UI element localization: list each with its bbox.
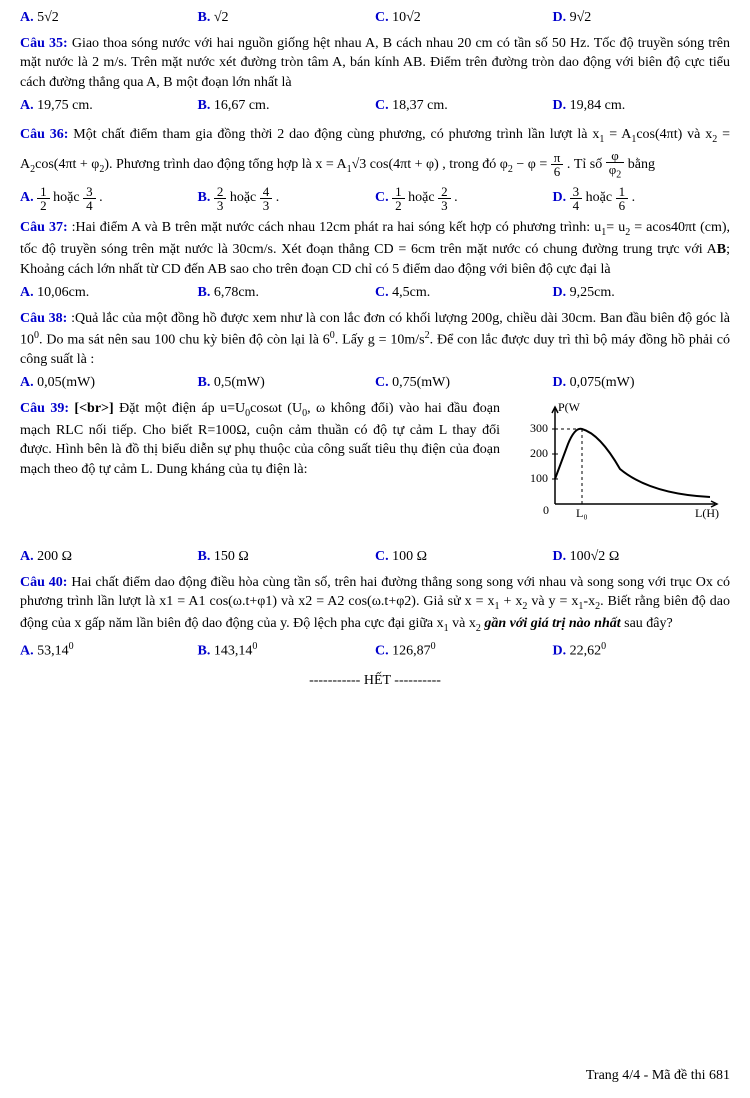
ytick-200: 200 xyxy=(530,446,548,460)
choice-label: D. xyxy=(553,549,570,564)
choice-c: C. 126,870 xyxy=(375,640,553,661)
q36-label: Câu 36: xyxy=(20,127,68,142)
choice-d: D. 19,84 cm. xyxy=(553,96,731,116)
choice-text: 16,67 cm. xyxy=(214,98,270,113)
choice-b: B. 16,67 cm. xyxy=(198,96,376,116)
q40-choices: A. 53,140 B. 143,140 C. 126,870 D. 22,62… xyxy=(20,640,730,661)
choice-label: B. xyxy=(198,643,214,658)
q38-text: Câu 38: :Quả lắc của một đồng hồ được xe… xyxy=(20,309,730,369)
q37-text: Câu 37: :Hai điểm A và B trên mặt nước c… xyxy=(20,218,730,279)
choice-text: 9√2 xyxy=(570,10,592,25)
choice-label: C. xyxy=(375,190,392,205)
choice-d: D. 0,075(mW) xyxy=(553,373,731,393)
choice-a: A. 53,140 xyxy=(20,640,198,661)
choice-a: A. 19,75 cm. xyxy=(20,96,198,116)
choice-label: D. xyxy=(553,285,570,300)
choice-a: A. 12 hoặc 34 . xyxy=(20,184,198,212)
q39-choices: A. 200 Ω B. 150 Ω C. 100 Ω D. 100√2 Ω xyxy=(20,547,730,567)
choice-label: B. xyxy=(198,98,214,113)
choice-c: C. 12 hoặc 23 . xyxy=(375,184,553,212)
choice-label: C. xyxy=(375,10,392,25)
choice-label: A. xyxy=(20,285,37,300)
q35-choices: A. 19,75 cm. B. 16,67 cm. C. 18,37 cm. D… xyxy=(20,96,730,116)
q39-wrap: Câu 39: [<br>] Đặt một điện áp u=U0cosωt… xyxy=(20,399,730,529)
q39-text: Câu 39: [<br>] Đặt một điện áp u=U0cosωt… xyxy=(20,399,500,529)
xtick-L0: L₀ xyxy=(576,506,588,520)
choice-d: D. 100√2 Ω xyxy=(553,547,731,567)
ylabel: P(W xyxy=(558,400,581,414)
choice-label: C. xyxy=(375,285,392,300)
choice-text: √2 xyxy=(214,10,229,25)
xlabel: L(H) xyxy=(695,506,719,520)
choice-b: B. 0,5(mW) xyxy=(198,373,376,393)
choice-label: D. xyxy=(553,643,570,658)
choice-label: B. xyxy=(198,375,214,390)
q35-body: Giao thoa sóng nước với hai nguồn giống … xyxy=(20,36,730,90)
choice-c: C. 0,75(mW) xyxy=(375,373,553,393)
q38-label: Câu 38: xyxy=(20,311,67,326)
choice-a: A. 200 Ω xyxy=(20,547,198,567)
frac: π6 xyxy=(551,151,564,178)
choice-b: B. 150 Ω xyxy=(198,547,376,567)
choice-label: A. xyxy=(20,190,37,205)
q36-choices: A. 12 hoặc 34 . B. 23 hoặc 43 . C. 12 ho… xyxy=(20,184,730,212)
choice-a: A. 10,06cm. xyxy=(20,283,198,303)
page-footer: Trang 4/4 - Mã đề thi 681 xyxy=(586,1066,730,1086)
q38-choices: A. 0,05(mW) B. 0,5(mW) C. 0,75(mW) D. 0,… xyxy=(20,373,730,393)
choice-d: D. 34 hoặc 16 . xyxy=(553,184,731,212)
choice-label: B. xyxy=(198,549,214,564)
choice-label: D. xyxy=(553,190,570,205)
choice-text: 19,84 cm. xyxy=(570,98,626,113)
q39-label: Câu 39: xyxy=(20,401,69,416)
choice-text: 18,37 cm. xyxy=(392,98,448,113)
q35-text: Câu 35: Giao thoa sóng nước với hai nguồ… xyxy=(20,34,730,93)
choice-d: D. 22,620 xyxy=(553,640,731,661)
choice-label: D. xyxy=(553,375,570,390)
choice-d: D. 9,25cm. xyxy=(553,283,731,303)
choice-text: 19,75 cm. xyxy=(37,98,93,113)
choice-label: C. xyxy=(375,549,392,564)
ytick-300: 300 xyxy=(530,421,548,435)
choice-c: C. 4,5cm. xyxy=(375,283,553,303)
choice-b: B. 143,140 xyxy=(198,640,376,661)
q40-text: Câu 40: Hai chất điểm dao động điều hòa … xyxy=(20,573,730,636)
power-chart-svg: 300 200 100 0 P(W L(H) L₀ xyxy=(510,399,730,529)
choice-label: D. xyxy=(553,98,570,113)
q40-label: Câu 40: xyxy=(20,575,67,590)
choice-c: C. 100 Ω xyxy=(375,547,553,567)
choice-text: 10√2 xyxy=(392,10,421,25)
frac: φφ2 xyxy=(606,149,625,181)
choice-d: D. 9√2 xyxy=(553,8,731,28)
end-marker: ----------- HẾT ---------- xyxy=(20,671,730,691)
q37-choices: A. 10,06cm. B. 6,78cm. C. 4,5cm. D. 9,25… xyxy=(20,283,730,303)
choice-c: C. 18,37 cm. xyxy=(375,96,553,116)
choice-label: B. xyxy=(198,285,214,300)
q34-choices: A. 5√2 B. √2 C. 10√2 D. 9√2 xyxy=(20,8,730,28)
choice-label: B. xyxy=(198,10,214,25)
choice-b: B. 6,78cm. xyxy=(198,283,376,303)
choice-label: A. xyxy=(20,375,37,390)
ytick-100: 100 xyxy=(530,471,548,485)
q37-label: Câu 37: xyxy=(20,220,68,235)
choice-label: A. xyxy=(20,643,37,658)
choice-label: A. xyxy=(20,98,37,113)
q36-text: Câu 36: Một chất điểm tham gia đồng thời… xyxy=(20,122,730,180)
choice-label: C. xyxy=(375,375,392,390)
choice-label: C. xyxy=(375,98,392,113)
choice-label: B. xyxy=(198,190,214,205)
choice-label: C. xyxy=(375,643,392,658)
choice-text: 5√2 xyxy=(37,10,59,25)
q35-label: Câu 35: xyxy=(20,36,68,51)
choice-c: C. 10√2 xyxy=(375,8,553,28)
choice-label: A. xyxy=(20,10,37,25)
choice-a: A. 5√2 xyxy=(20,8,198,28)
choice-b: B. √2 xyxy=(198,8,376,28)
choice-label: D. xyxy=(553,10,570,25)
ytick-0: 0 xyxy=(543,503,549,517)
q39-chart: 300 200 100 0 P(W L(H) L₀ xyxy=(510,399,730,529)
choice-b: B. 23 hoặc 43 . xyxy=(198,184,376,212)
choice-label: A. xyxy=(20,549,37,564)
choice-a: A. 0,05(mW) xyxy=(20,373,198,393)
